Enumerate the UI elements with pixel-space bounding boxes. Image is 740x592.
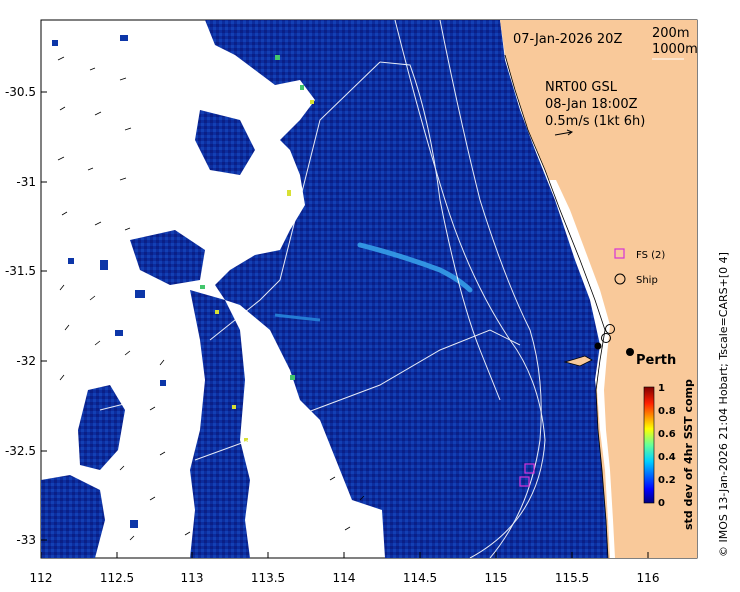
cbar-tick-0.6: 0.6 bbox=[658, 429, 676, 440]
ship-marker-2 bbox=[601, 333, 611, 343]
current-scale-label: 0.5m/s (1kt 6h) bbox=[545, 114, 645, 129]
sst-high-pixels bbox=[215, 100, 314, 442]
coastline bbox=[504, 54, 609, 559]
x-tick-115: 115 bbox=[485, 571, 508, 585]
x-tick-116: 116 bbox=[637, 571, 660, 585]
sst-patch-n bbox=[195, 110, 255, 175]
isobath-contours bbox=[99, 20, 546, 558]
isobath-1000m-label: 1000m bbox=[652, 42, 698, 57]
rottnest-island bbox=[563, 355, 593, 367]
ship-legend-label: Ship bbox=[636, 275, 658, 286]
x-tick-115.5: 115.5 bbox=[555, 571, 589, 585]
cbar-tick-0.2: 0.2 bbox=[658, 475, 676, 486]
x-tick-114: 114 bbox=[333, 571, 356, 585]
sst-patch-west bbox=[190, 290, 250, 558]
fs-marker-1 bbox=[524, 463, 535, 474]
sst-patch-mid bbox=[130, 230, 205, 285]
date-label: 07-Jan-2026 20Z bbox=[513, 32, 622, 47]
colorbar-ticks: 1 0.8 0.6 0.4 0.2 0 bbox=[658, 383, 676, 509]
cbar-tick-0.8: 0.8 bbox=[658, 406, 676, 417]
scale-arrow bbox=[554, 129, 574, 136]
sst-field-main bbox=[205, 20, 612, 558]
y-tick-32: -32 bbox=[16, 354, 36, 368]
perth-marker bbox=[626, 348, 634, 356]
sst-front-filament-2 bbox=[274, 313, 321, 322]
fs-legend-label: FS (2) bbox=[636, 250, 665, 261]
ship-marker-1 bbox=[605, 324, 615, 334]
fs-legend-marker bbox=[614, 248, 625, 259]
cbar-tick-0: 0 bbox=[658, 498, 665, 509]
current-time-label: 08-Jan 18:00Z bbox=[545, 97, 638, 112]
coastal-band bbox=[548, 180, 615, 558]
current-vectors bbox=[57, 56, 365, 541]
x-tick-113.5: 113.5 bbox=[251, 571, 285, 585]
sst-scatter-pixels bbox=[52, 35, 166, 528]
ship-legend-marker bbox=[614, 273, 626, 285]
isobath-200m-label: 200m bbox=[652, 26, 689, 41]
credit-line: © IMOS 13-Jan-2026 21:04 Hobart; Tscale=… bbox=[717, 252, 730, 557]
fs-marker-2 bbox=[519, 476, 530, 487]
y-tick-32.5: -32.5 bbox=[5, 444, 36, 458]
ship-marker-3 bbox=[594, 342, 602, 350]
x-tick-112.5: 112.5 bbox=[100, 571, 134, 585]
colorbar bbox=[643, 386, 655, 504]
x-axis: 112 112.5 113 113.5 114 114.5 115 115.5 … bbox=[30, 552, 660, 585]
current-product-label: NRT00 GSL bbox=[545, 80, 618, 95]
y-tick-31: -31 bbox=[16, 175, 36, 189]
sst-green-pixels bbox=[200, 55, 304, 380]
sst-patch-sw2 bbox=[41, 475, 105, 558]
perth-label: Perth bbox=[636, 353, 676, 368]
y-tick-33: -33 bbox=[16, 533, 36, 547]
x-tick-114.5: 114.5 bbox=[403, 571, 437, 585]
y-tick-31.5: -31.5 bbox=[5, 264, 36, 278]
x-tick-112: 112 bbox=[30, 571, 53, 585]
y-tick-30.5: -30.5 bbox=[5, 85, 36, 99]
sst-front-filament bbox=[357, 242, 473, 293]
cbar-tick-0.4: 0.4 bbox=[658, 452, 676, 463]
y-axis: -30.5 -31 -31.5 -32 -32.5 -33 bbox=[5, 85, 47, 547]
x-tick-113: 113 bbox=[181, 571, 204, 585]
colorbar-title: std dev of 4hr SST comp bbox=[682, 379, 695, 530]
cbar-tick-1: 1 bbox=[658, 383, 665, 394]
